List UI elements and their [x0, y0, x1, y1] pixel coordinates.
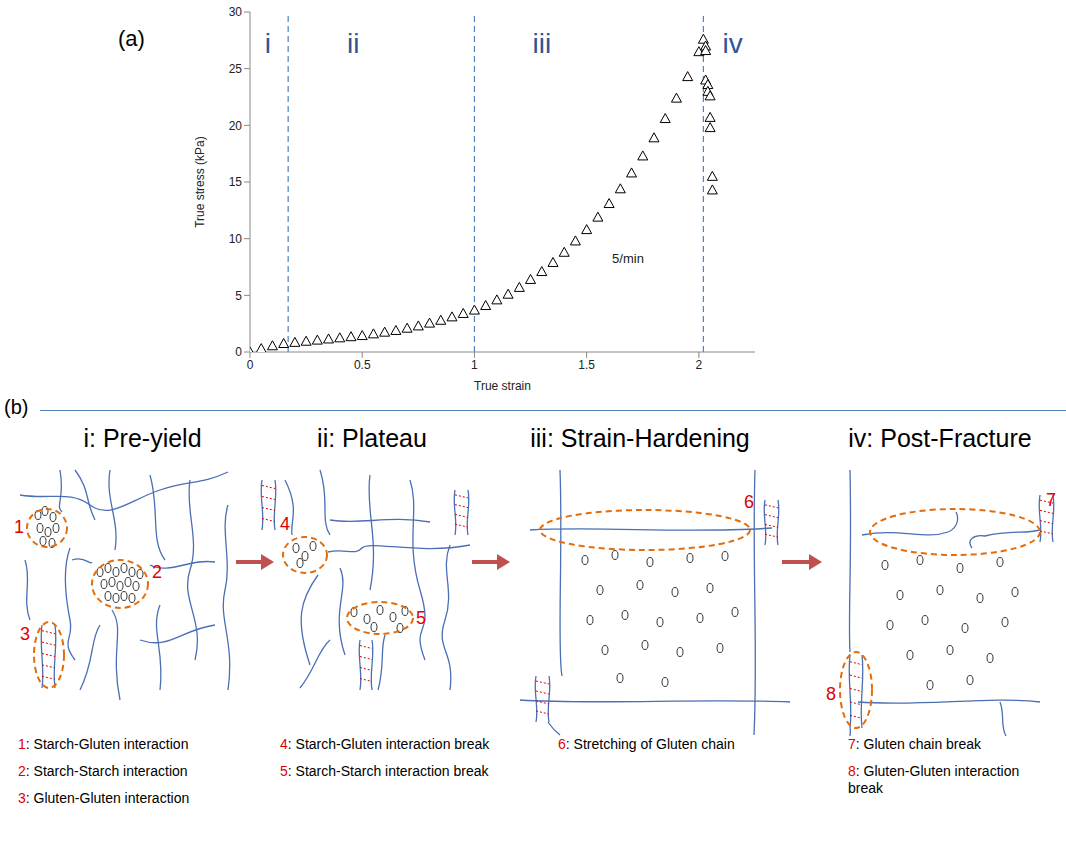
svg-text:20: 20: [229, 119, 243, 133]
html-text:4: Starch-Gluten interaction b: 4: Starch-Gluten interaction break: [280, 736, 490, 752]
html-text:i: Pre-yield: i: Pre-yield: [83, 424, 202, 452]
svg-text:True strain: True strain: [474, 379, 531, 393]
html-text:3: Gluten-Gluten interaction: 3: Gluten-Gluten interaction: [18, 790, 190, 806]
svg-text:1: 1: [14, 517, 24, 537]
svg-text:i: i: [265, 28, 271, 59]
svg-text:iv: iv: [722, 28, 742, 59]
svg-text:iii: iii: [532, 28, 551, 59]
html-text:iv: Post-Fracture: iv: Post-Fracture: [848, 424, 1032, 452]
svg-text:True stress (kPa): True stress (kPa): [193, 136, 207, 228]
svg-text:1: 1: [471, 358, 478, 372]
html-text:2: Starch-Starch interaction: 2: Starch-Starch interaction: [18, 763, 188, 779]
svg-text:5/min: 5/min: [612, 251, 644, 266]
svg-text:15: 15: [229, 175, 243, 189]
svg-text:ii: ii: [347, 28, 359, 59]
svg-text:0.5: 0.5: [354, 358, 371, 372]
svg-text:4: 4: [280, 514, 290, 534]
svg-text:2: 2: [152, 562, 162, 582]
svg-text:2: 2: [696, 358, 703, 372]
svg-text:10: 10: [229, 232, 243, 246]
html-text:8: Gluten-Gluten interaction b: 8: Gluten-Gluten interaction break: [848, 763, 1020, 796]
svg-text:0: 0: [235, 345, 242, 359]
svg-text:30: 30: [229, 5, 243, 19]
svg-text:25: 25: [229, 62, 243, 76]
html-text:6: Stretching of Gluten chain: 6: Stretching of Gluten chain: [558, 736, 735, 752]
svg-text:8: 8: [826, 684, 836, 704]
svg-text:3: 3: [20, 624, 30, 644]
html-text:7: Gluten chain break: 7: Gluten chain break: [848, 736, 982, 752]
svg-text:6: 6: [744, 492, 754, 512]
svg-text:0: 0: [247, 358, 254, 372]
svg-text:5: 5: [235, 289, 242, 303]
html-text:1: Starch-Gluten interaction: 1: Starch-Gluten interaction: [18, 736, 189, 752]
html-text:5: Starch-Starch interaction b: 5: Starch-Starch interaction break: [280, 763, 489, 779]
html-text:(b): (b): [4, 396, 29, 418]
html-text:iii: Strain-Hardening: iii: Strain-Hardening: [530, 424, 750, 452]
svg-text:7: 7: [1046, 490, 1056, 510]
html-text:ii: Plateau: ii: Plateau: [317, 424, 427, 452]
svg-text:5: 5: [416, 608, 426, 628]
svg-text:1.5: 1.5: [578, 358, 595, 372]
html-text:(a): (a): [118, 26, 145, 51]
